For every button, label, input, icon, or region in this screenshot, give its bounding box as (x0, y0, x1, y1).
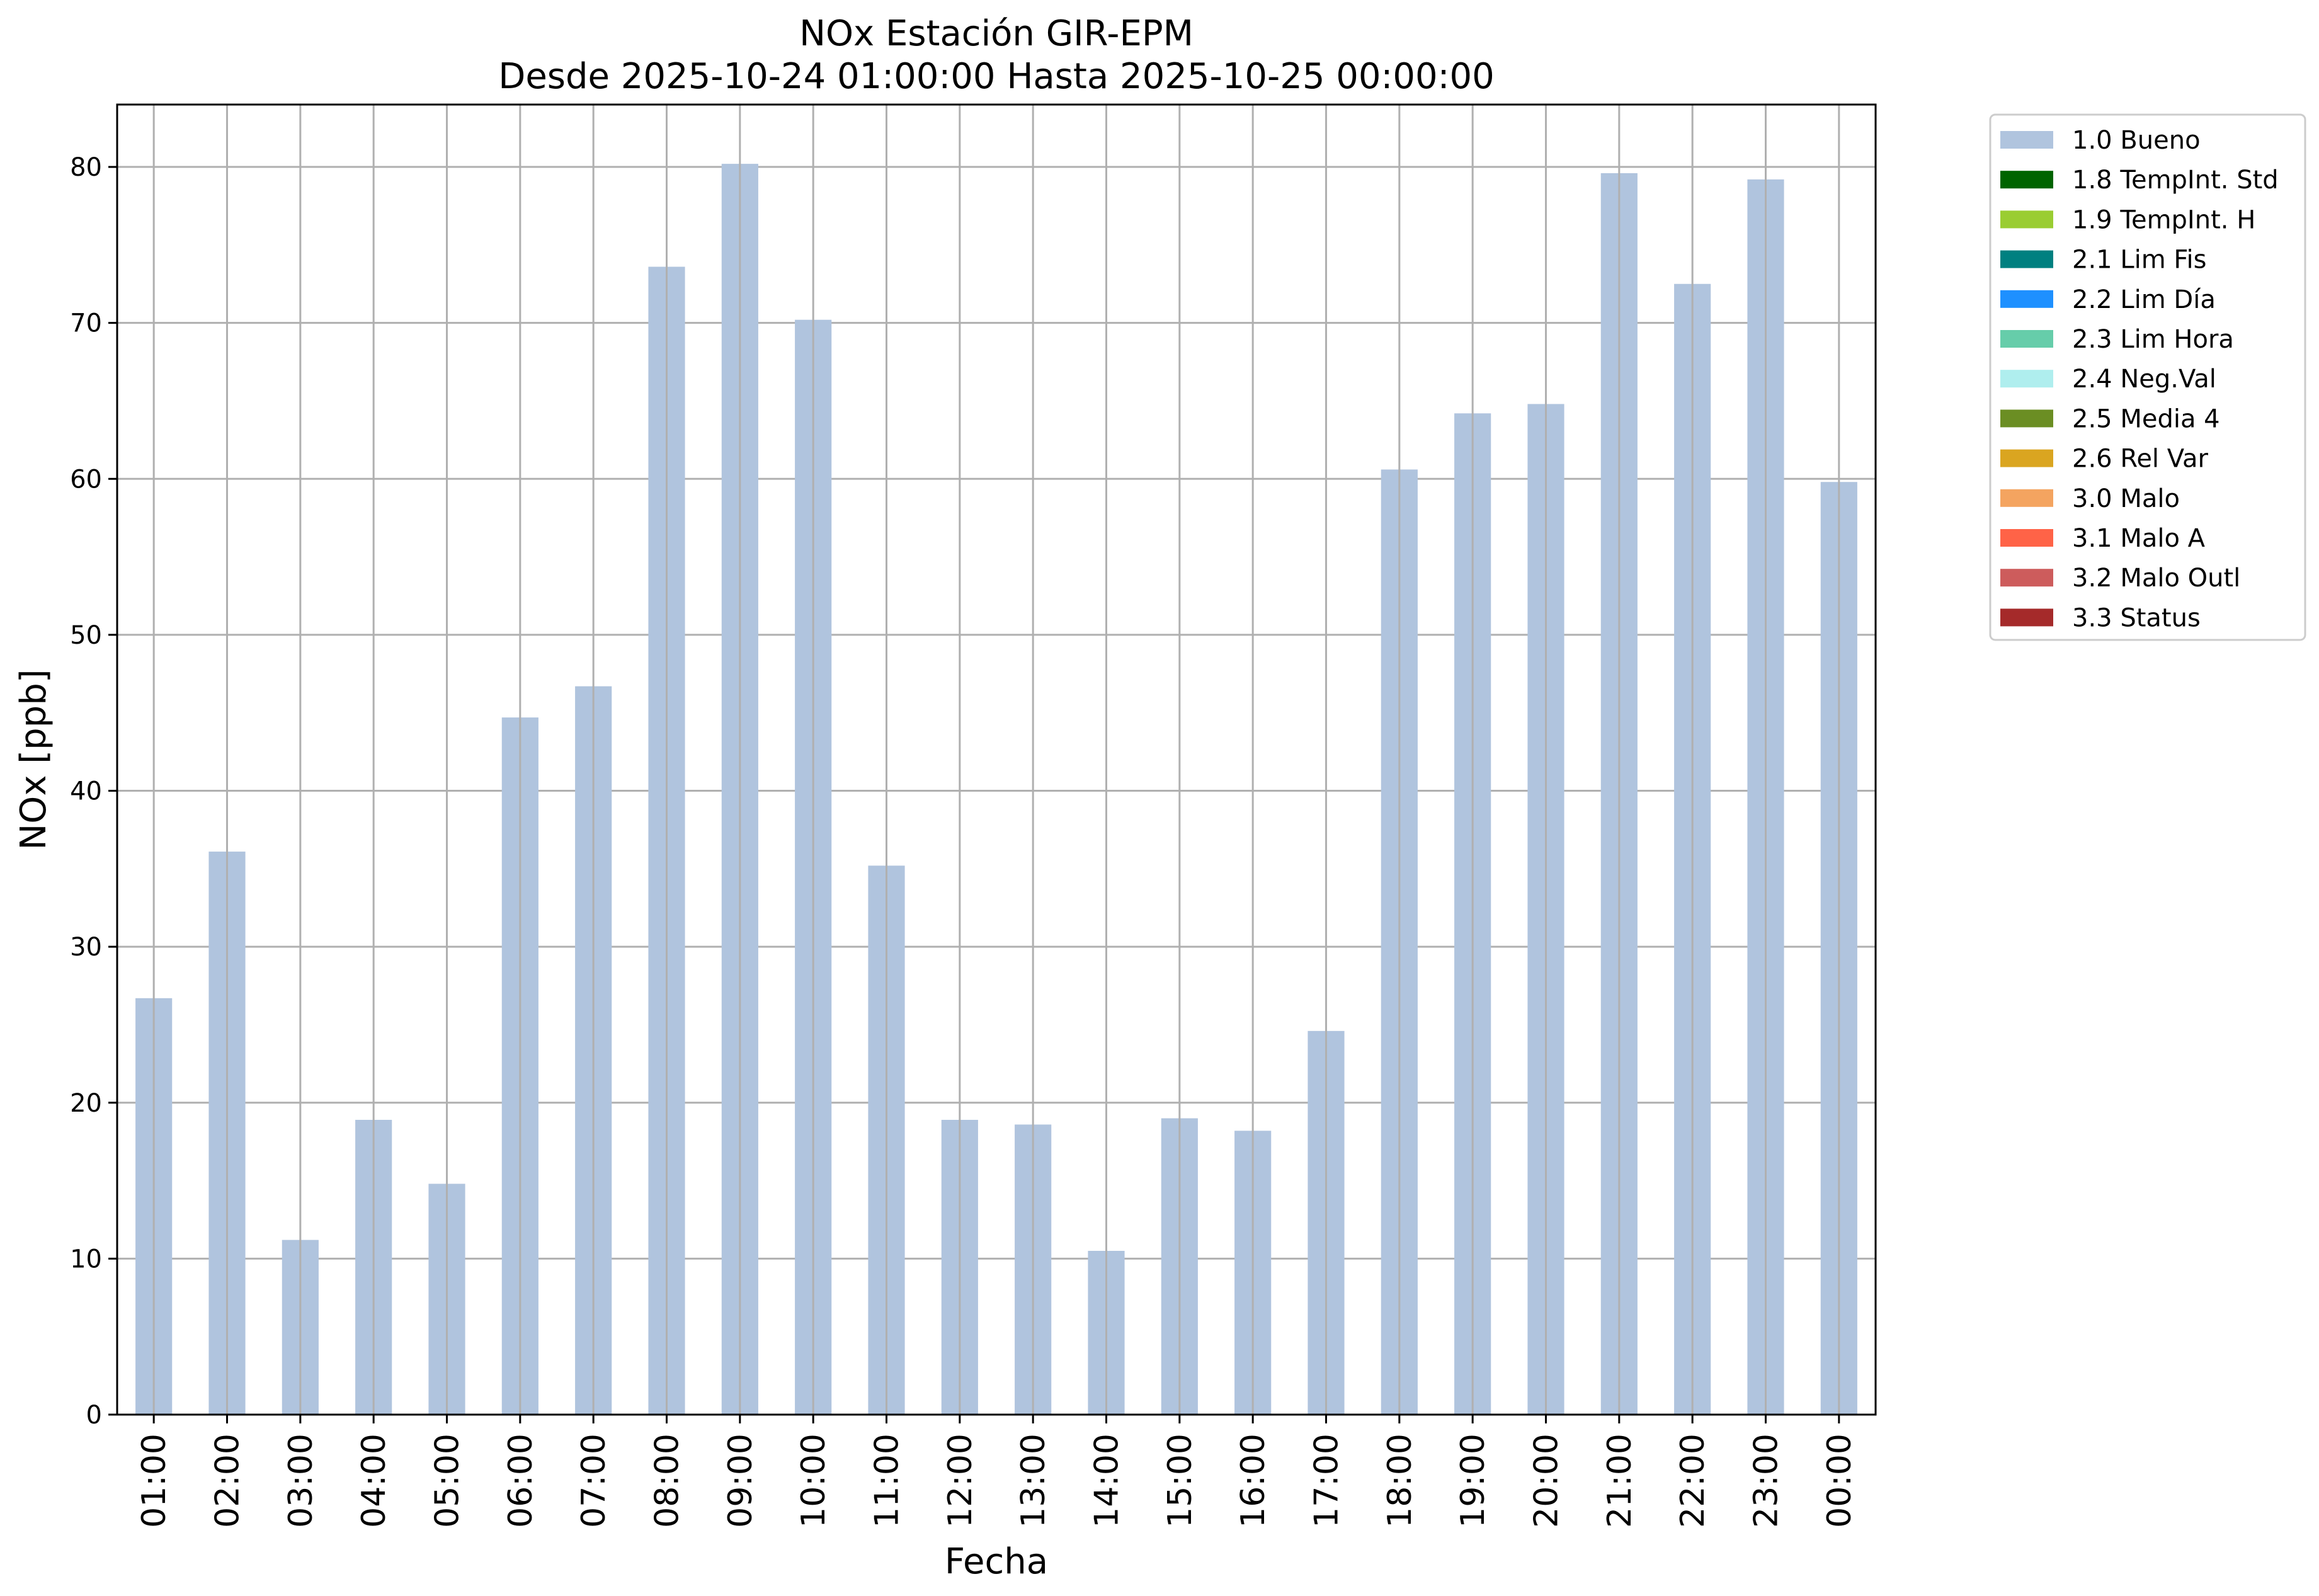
legend-label: 2.6 Rel Var (2072, 445, 2209, 474)
x-tick-label: 16:00 (1234, 1434, 1272, 1528)
legend-label: 1.0 Bueno (2072, 126, 2201, 155)
legend-swatch (2000, 529, 2053, 547)
x-tick-label: 12:00 (942, 1434, 979, 1528)
x-tick-label: 02:00 (209, 1434, 247, 1528)
x-tick-label: 05:00 (429, 1434, 467, 1528)
x-tick-label: 19:00 (1454, 1434, 1492, 1528)
y-axis-label: NOx [ppb] (13, 669, 54, 850)
legend-swatch (2000, 330, 2053, 348)
x-grid-lines (152, 105, 1840, 1415)
y-tick-label: 30 (70, 933, 102, 962)
legend-frame (1989, 113, 2306, 641)
legend: 1.0 Bueno 1.8 TempInt. Std 1.9 TempInt. H 2… (1989, 113, 2306, 641)
y-tick-label: 60 (70, 465, 102, 494)
x-tick-label: 15:00 (1161, 1434, 1199, 1528)
legend-label: 1.8 TempInt. Std (2072, 166, 2279, 195)
x-tick-label: 04:00 (355, 1434, 393, 1528)
legend-label: 3.0 Malo (2072, 484, 2180, 513)
x-tick-label: 00:00 (1821, 1434, 1859, 1528)
x-tick-label: 18:00 (1381, 1434, 1419, 1528)
x-tick-label: 03:00 (282, 1434, 320, 1528)
x-axis-ticks: 01:00 02:00 03:00 04:00 05:00 06:00 07:00 08:00… (135, 1415, 1859, 1528)
chart-title: NOx Estación GIR-EPM (799, 13, 1194, 54)
x-tick-label: 11:00 (869, 1434, 906, 1528)
x-tick-label: 07:00 (575, 1434, 613, 1528)
x-axis-label: Fecha (945, 1541, 1048, 1582)
y-tick-label: 50 (70, 621, 102, 650)
y-tick-label: 70 (70, 309, 102, 338)
legend-swatch (2000, 370, 2053, 388)
legend-swatch (2000, 171, 2053, 189)
legend-label: 2.3 Lim Hora (2072, 325, 2234, 354)
legend-label: 2.4 Neg.Val (2072, 365, 2216, 394)
legend-swatch (2000, 569, 2053, 587)
legend-swatch (2000, 250, 2053, 268)
x-tick-label: 22:00 (1674, 1434, 1712, 1528)
legend-label: 2.5 Media 4 (2072, 404, 2220, 433)
legend-label: 2.2 Lim Día (2072, 285, 2216, 314)
grid-lines (117, 166, 1876, 1416)
y-tick-label: 20 (70, 1089, 102, 1118)
legend-label: 3.1 Malo A (2072, 524, 2206, 553)
x-tick-label: 14:00 (1088, 1434, 1126, 1528)
legend-swatch (2000, 449, 2053, 467)
x-tick-label: 21:00 (1601, 1434, 1639, 1528)
legend-swatch (2000, 290, 2053, 308)
x-tick-label: 20:00 (1528, 1434, 1566, 1528)
chart-subtitle: Desde 2025-10-24 01:00:00 Hasta 2025-10-… (498, 56, 1495, 97)
legend-swatch (2000, 409, 2053, 428)
legend-swatch (2000, 210, 2053, 229)
x-tick-label: 10:00 (795, 1434, 833, 1528)
legend-swatch (2000, 489, 2053, 507)
x-tick-label: 23:00 (1748, 1434, 1786, 1528)
y-tick-label: 10 (70, 1245, 102, 1274)
x-tick-label: 01:00 (135, 1434, 173, 1528)
y-tick-label: 80 (70, 153, 102, 182)
x-tick-label: 06:00 (502, 1434, 540, 1528)
x-tick-label: 09:00 (722, 1434, 760, 1528)
legend-swatch (2000, 131, 2053, 149)
x-tick-label: 17:00 (1308, 1434, 1346, 1528)
legend-label: 2.1 Lim Fis (2072, 246, 2206, 275)
plot-frame (116, 103, 1877, 1416)
y-axis-ticks: 0 10 20 30 40 50 60 70 80 (70, 153, 117, 1430)
legend-label: 3.3 Status (2072, 603, 2201, 632)
legend-swatch (2000, 608, 2053, 627)
legend-label: 1.9 TempInt. H (2072, 205, 2255, 234)
x-tick-label: 08:00 (649, 1434, 687, 1528)
x-tick-label: 13:00 (1015, 1434, 1052, 1528)
legend-label: 3.2 Malo Outl (2072, 564, 2240, 593)
y-tick-label: 0 (86, 1401, 102, 1430)
y-tick-label: 40 (70, 777, 102, 806)
